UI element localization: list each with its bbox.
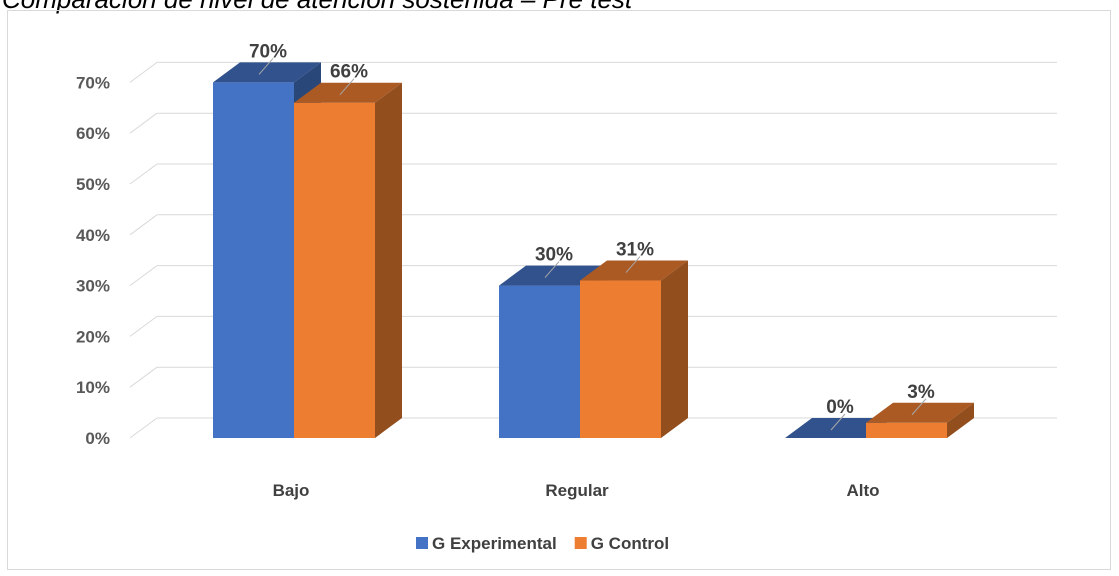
bar-side [661,260,688,438]
y-tick-label: 50% [76,175,110,194]
bar-side [375,82,402,438]
bar-top [213,62,321,83]
legend: G Experimental G Control [416,534,669,553]
gridline-side [129,61,158,83]
legend-swatch [574,537,587,549]
y-axis-ticks: 0% 10% 20% 30% 40% 50% 60% 70% [76,73,110,448]
chart-frame [7,10,1111,570]
data-label: 70% [249,41,287,62]
gridline-side [129,265,158,287]
bar-front [580,280,661,438]
gridline-side [129,163,158,185]
x-category-label: Bajo [273,481,310,500]
x-axis-labels: Bajo Regular Alto [273,481,880,500]
y-tick-label: 60% [76,124,110,143]
x-category-label: Alto [846,481,879,500]
y-tick-label: 30% [76,277,110,296]
bar-top [866,402,974,423]
bar-top [580,260,688,281]
bar [866,402,974,438]
gridline-side [129,417,158,439]
data-label-leader [544,261,560,278]
legend-label: G Control [591,534,669,553]
data-label: 0% [826,397,854,418]
gridline-side [129,214,158,236]
data-label: 3% [907,382,935,403]
data-label-leader [911,398,927,416]
gridline-side [129,112,158,134]
bar-front [499,285,580,438]
y-tick-label: 10% [76,378,110,397]
bar-front [213,82,294,439]
data-labels: 70% 66% 30% 31% 0% 3% [249,41,935,431]
y-tick-label: 20% [76,327,110,346]
legend-swatch [416,537,428,549]
data-label-leader [830,413,846,431]
bar [580,260,688,438]
legend-label: G Experimental [432,534,557,553]
data-label-leader [258,58,274,75]
legend-item: G Experimental [416,534,557,553]
bar-front [866,422,947,438]
bar [294,82,402,438]
y-tick-label: 70% [76,73,110,92]
gridline-side [129,315,158,337]
bar-front [294,102,375,438]
data-label: 66% [330,62,368,83]
legend-item: G Control [574,534,669,553]
gridline-side [129,366,158,388]
y-tick-label: 0% [85,429,110,448]
bar-top [294,82,402,103]
y-tick-label: 40% [76,226,110,245]
data-label: 30% [535,245,573,266]
data-label-leader [339,78,355,96]
data-label: 31% [616,240,654,261]
data-label-leader [625,256,641,273]
bars [213,62,974,439]
x-category-label: Regular [545,481,609,500]
bar-side [947,402,974,438]
